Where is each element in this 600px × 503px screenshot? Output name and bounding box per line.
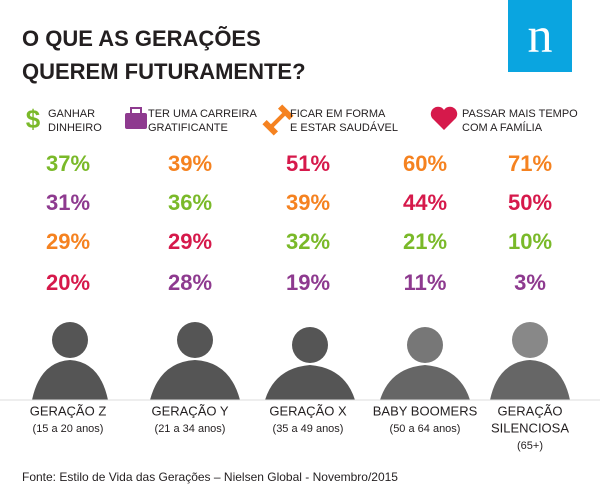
percent-value: 3% bbox=[514, 270, 546, 295]
goal-label: E ESTAR SAUDÁVEL bbox=[290, 121, 398, 134]
goal-label: GRATIFICANTE bbox=[148, 122, 228, 134]
percent-value: 28% bbox=[168, 270, 212, 295]
percent-value: 50% bbox=[508, 190, 552, 215]
generation-age: (21 a 34 anos) bbox=[155, 423, 226, 435]
percent-value: 10% bbox=[508, 229, 552, 254]
percent-value: 51% bbox=[286, 151, 330, 176]
source: Fonte: Estilo de Vida das Gerações – Nie… bbox=[22, 470, 398, 484]
percent-value: 20% bbox=[46, 270, 90, 295]
generation-age: (50 a 64 anos) bbox=[390, 423, 461, 435]
percent-value: 19% bbox=[286, 270, 330, 295]
logo-box bbox=[508, 0, 572, 72]
percent-value: 29% bbox=[168, 229, 212, 254]
generation-name: GERAÇÃO Y bbox=[151, 403, 228, 418]
percent-value: 60% bbox=[403, 151, 447, 176]
briefcase-icon bbox=[125, 107, 147, 129]
title-line: QUEREM FUTURAMENTE? bbox=[22, 59, 306, 84]
generation-name: GERAÇÃO Z bbox=[30, 403, 107, 418]
money-icon: $ bbox=[26, 104, 41, 134]
portraits bbox=[32, 322, 570, 400]
percent-value: 39% bbox=[286, 190, 330, 215]
goal-label: DINHEIRO bbox=[48, 122, 102, 134]
goal-label: PASSAR MAIS TEMPO bbox=[462, 108, 578, 120]
generation-age: (35 a 49 anos) bbox=[273, 423, 344, 435]
title-line: O QUE AS GERAÇÕES bbox=[22, 26, 261, 51]
generation-name: SILENCIOSA bbox=[491, 420, 569, 435]
percent-value: 39% bbox=[168, 151, 212, 176]
dumbbell-icon bbox=[262, 104, 294, 136]
percent-value: 36% bbox=[168, 190, 212, 215]
percent-value: 11% bbox=[404, 270, 447, 295]
generation-age: (15 a 20 anos) bbox=[33, 423, 104, 435]
logo: n bbox=[528, 6, 553, 62]
percent-value: 37% bbox=[46, 151, 90, 176]
percent-value: 44% bbox=[403, 190, 447, 215]
goal-label: TER UMA CARREIRA bbox=[148, 108, 257, 120]
generation-name: GERAÇÃO bbox=[497, 403, 562, 418]
percent-value: 71% bbox=[508, 151, 552, 176]
goal-label: FICAR EM FORMA bbox=[290, 108, 386, 120]
generation-name: BABY BOOMERS bbox=[373, 403, 478, 418]
percent-value: 31% bbox=[46, 190, 90, 215]
percent-value: 32% bbox=[286, 229, 330, 254]
goal-label: COM A FAMÍLIA bbox=[462, 121, 543, 134]
percent-value: 21% bbox=[403, 229, 447, 254]
goal-label: GANHAR bbox=[48, 108, 95, 120]
generation-name: GERAÇÃO X bbox=[269, 403, 347, 418]
heart-icon bbox=[430, 106, 458, 130]
generation-age: (65+) bbox=[517, 440, 543, 452]
percent-value: 29% bbox=[46, 229, 90, 254]
